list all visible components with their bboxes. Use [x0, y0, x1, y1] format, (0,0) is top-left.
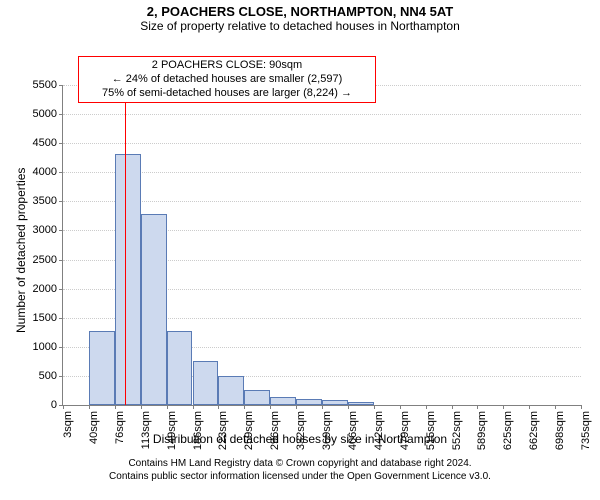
x-axis-label: Distribution of detached houses by size …	[0, 432, 600, 446]
annotation-line1: 2 POACHERS CLOSE: 90sqm	[85, 59, 369, 73]
xtick-mark	[218, 405, 219, 409]
histogram-bar	[270, 397, 296, 405]
histogram-bar	[193, 361, 219, 405]
gridline	[63, 201, 581, 202]
gridline	[63, 143, 581, 144]
xtick-mark	[193, 405, 194, 409]
ytick-label: 4500	[33, 137, 63, 149]
ytick-label: 1000	[33, 341, 63, 353]
chart-titles: 2, POACHERS CLOSE, NORTHAMPTON, NN4 5AT …	[0, 0, 600, 33]
xtick-mark	[322, 405, 323, 409]
xtick-mark	[296, 405, 297, 409]
xtick-mark	[581, 405, 582, 409]
histogram-bar	[141, 214, 167, 405]
xtick-mark	[477, 405, 478, 409]
ytick-label: 3000	[33, 224, 63, 236]
ytick-label: 5500	[33, 79, 63, 91]
footer-line2: Contains public sector information licen…	[0, 471, 600, 484]
reference-line	[125, 85, 126, 405]
xtick-mark	[555, 405, 556, 409]
chart-title-main: 2, POACHERS CLOSE, NORTHAMPTON, NN4 5AT	[0, 4, 600, 19]
histogram-bar	[244, 390, 270, 405]
xtick-mark	[270, 405, 271, 409]
histogram-bar	[167, 331, 193, 405]
xtick-mark	[167, 405, 168, 409]
gridline	[63, 172, 581, 173]
ytick-label: 1500	[33, 312, 63, 324]
histogram-bar	[322, 400, 348, 405]
annotation-box: 2 POACHERS CLOSE: 90sqm ← 24% of detache…	[78, 56, 376, 103]
footer-text: Contains HM Land Registry data © Crown c…	[0, 458, 600, 483]
ytick-label: 500	[39, 370, 63, 382]
histogram-bar	[348, 402, 374, 405]
histogram-bar	[296, 399, 322, 405]
histogram-bar	[115, 154, 141, 405]
histogram-bar	[218, 376, 244, 405]
xtick-mark	[452, 405, 453, 409]
annotation-line3: 75% of semi-detached houses are larger (…	[85, 87, 369, 101]
chart-subtitle: Size of property relative to detached ho…	[0, 19, 600, 33]
annotation-line2: ← 24% of detached houses are smaller (2,…	[85, 73, 369, 87]
ytick-label: 2500	[33, 254, 63, 266]
gridline	[63, 114, 581, 115]
xtick-mark	[89, 405, 90, 409]
ytick-label: 4000	[33, 166, 63, 178]
xtick-mark	[400, 405, 401, 409]
xtick-mark	[529, 405, 530, 409]
xtick-mark	[141, 405, 142, 409]
footer-line1: Contains HM Land Registry data © Crown c…	[0, 458, 600, 471]
xtick-mark	[63, 405, 64, 409]
histogram-bar	[89, 331, 115, 405]
xtick-mark	[374, 405, 375, 409]
xtick-mark	[244, 405, 245, 409]
ytick-label: 0	[51, 399, 63, 411]
xtick-mark	[503, 405, 504, 409]
xtick-mark	[115, 405, 116, 409]
ytick-label: 5000	[33, 108, 63, 120]
chart-axes: 0500100015002000250030003500400045005000…	[62, 85, 581, 406]
ytick-label: 3500	[33, 195, 63, 207]
xtick-mark	[348, 405, 349, 409]
y-axis-label: Number of detached properties	[14, 168, 28, 333]
xtick-mark	[426, 405, 427, 409]
ytick-label: 2000	[33, 283, 63, 295]
